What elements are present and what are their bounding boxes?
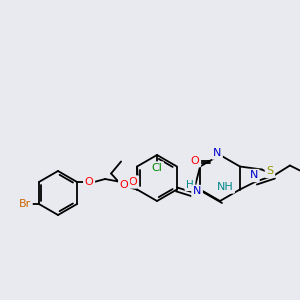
- Text: O: O: [129, 177, 137, 187]
- Text: H: H: [186, 179, 194, 190]
- Text: N: N: [213, 148, 221, 158]
- Text: N: N: [193, 187, 201, 196]
- Text: O: O: [191, 156, 200, 166]
- Text: N: N: [250, 170, 258, 181]
- Text: O: O: [85, 177, 93, 187]
- Text: S: S: [266, 167, 274, 176]
- Text: Br: Br: [19, 199, 31, 209]
- Text: O: O: [120, 181, 128, 190]
- Text: Cl: Cl: [152, 163, 162, 173]
- Text: NH: NH: [217, 182, 233, 192]
